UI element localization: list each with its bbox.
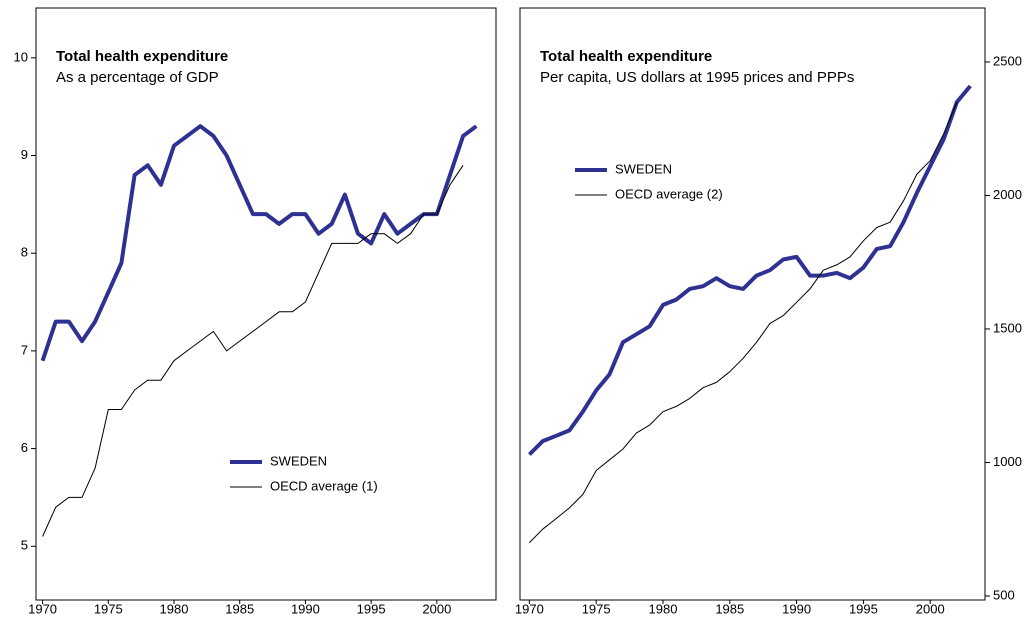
x-tick-label: 1980: [160, 601, 189, 616]
legend-label: OECD average (2): [615, 186, 723, 201]
x-tick-label: 1970: [28, 601, 57, 616]
legend-label: SWEDEN: [270, 453, 327, 468]
legend-label: OECD average (1): [270, 478, 378, 493]
y-tick-label: 8: [21, 245, 28, 260]
x-tick-label: 1980: [649, 601, 678, 616]
x-tick-label: 1970: [515, 601, 544, 616]
x-tick-label: 1985: [225, 601, 254, 616]
x-tick-label: 2000: [422, 601, 451, 616]
chart-title: Total health expenditure: [540, 48, 712, 65]
y-tick-label: 2500: [993, 53, 1022, 68]
plot-frame: [519, 7, 986, 601]
y-tick-label: 1000: [993, 454, 1022, 469]
y-tick-label: 6: [21, 440, 28, 455]
x-tick-label: 1975: [94, 601, 123, 616]
x-tick-label: 1990: [291, 601, 320, 616]
y-tick-label: 9: [21, 147, 28, 162]
series-line: [529, 101, 958, 543]
series-line: [527, 84, 972, 456]
chart-title: Total health expenditure: [56, 48, 228, 65]
plot-frame: [35, 7, 497, 601]
y-tick-label: 2000: [993, 187, 1022, 202]
x-tick-label: 1990: [782, 601, 811, 616]
y-tick-label: 5: [21, 538, 28, 553]
series-line: [42, 165, 464, 537]
series-line: [40, 124, 478, 362]
chart-subtitle: As a percentage of GDP: [56, 69, 219, 86]
y-tick-label: 10: [14, 49, 28, 64]
x-tick-label: 1975: [582, 601, 611, 616]
x-tick-label: 2000: [916, 601, 945, 616]
x-tick-label: 1985: [715, 601, 744, 616]
x-tick-label: 1995: [357, 601, 386, 616]
x-tick-label: 1995: [849, 601, 878, 616]
y-tick-label: 500: [993, 587, 1015, 602]
legend-label: SWEDEN: [615, 161, 672, 176]
y-tick-label: 7: [21, 342, 28, 357]
chart-subtitle: Per capita, US dollars at 1995 prices an…: [540, 69, 854, 86]
y-tick-label: 1500: [993, 320, 1022, 335]
